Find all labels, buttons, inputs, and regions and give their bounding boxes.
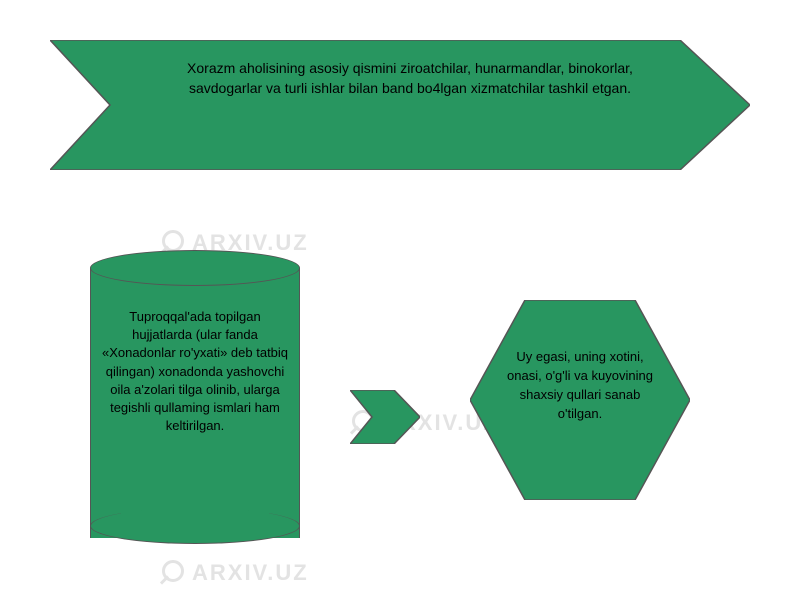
cylinder-top-ellipse bbox=[90, 250, 300, 286]
top-arrow-banner: Xorazm aholisining asosiy qismini ziroat… bbox=[50, 40, 750, 170]
cylinder-bottom-ellipse bbox=[90, 508, 300, 544]
watermark: ARXIV.UZ bbox=[160, 560, 309, 586]
watermark-text: ARXIV.UZ bbox=[192, 560, 309, 586]
banner-text: Xorazm aholisining asosiy qismini ziroat… bbox=[150, 58, 670, 99]
cylinder-shape: Tuproqqal'ada topilgan hujjatlarda (ular… bbox=[90, 250, 300, 540]
hexagon-text: Uy egasi, uning xotini, onasi, o'g'li va… bbox=[470, 348, 690, 423]
hexagon-shape: Uy egasi, uning xotini, onasi, o'g'li va… bbox=[470, 300, 690, 500]
cylinder-text: Tuproqqal'ada topilgan hujjatlarda (ular… bbox=[90, 308, 300, 435]
chevron-shape bbox=[350, 390, 420, 444]
small-chevron bbox=[350, 390, 420, 449]
